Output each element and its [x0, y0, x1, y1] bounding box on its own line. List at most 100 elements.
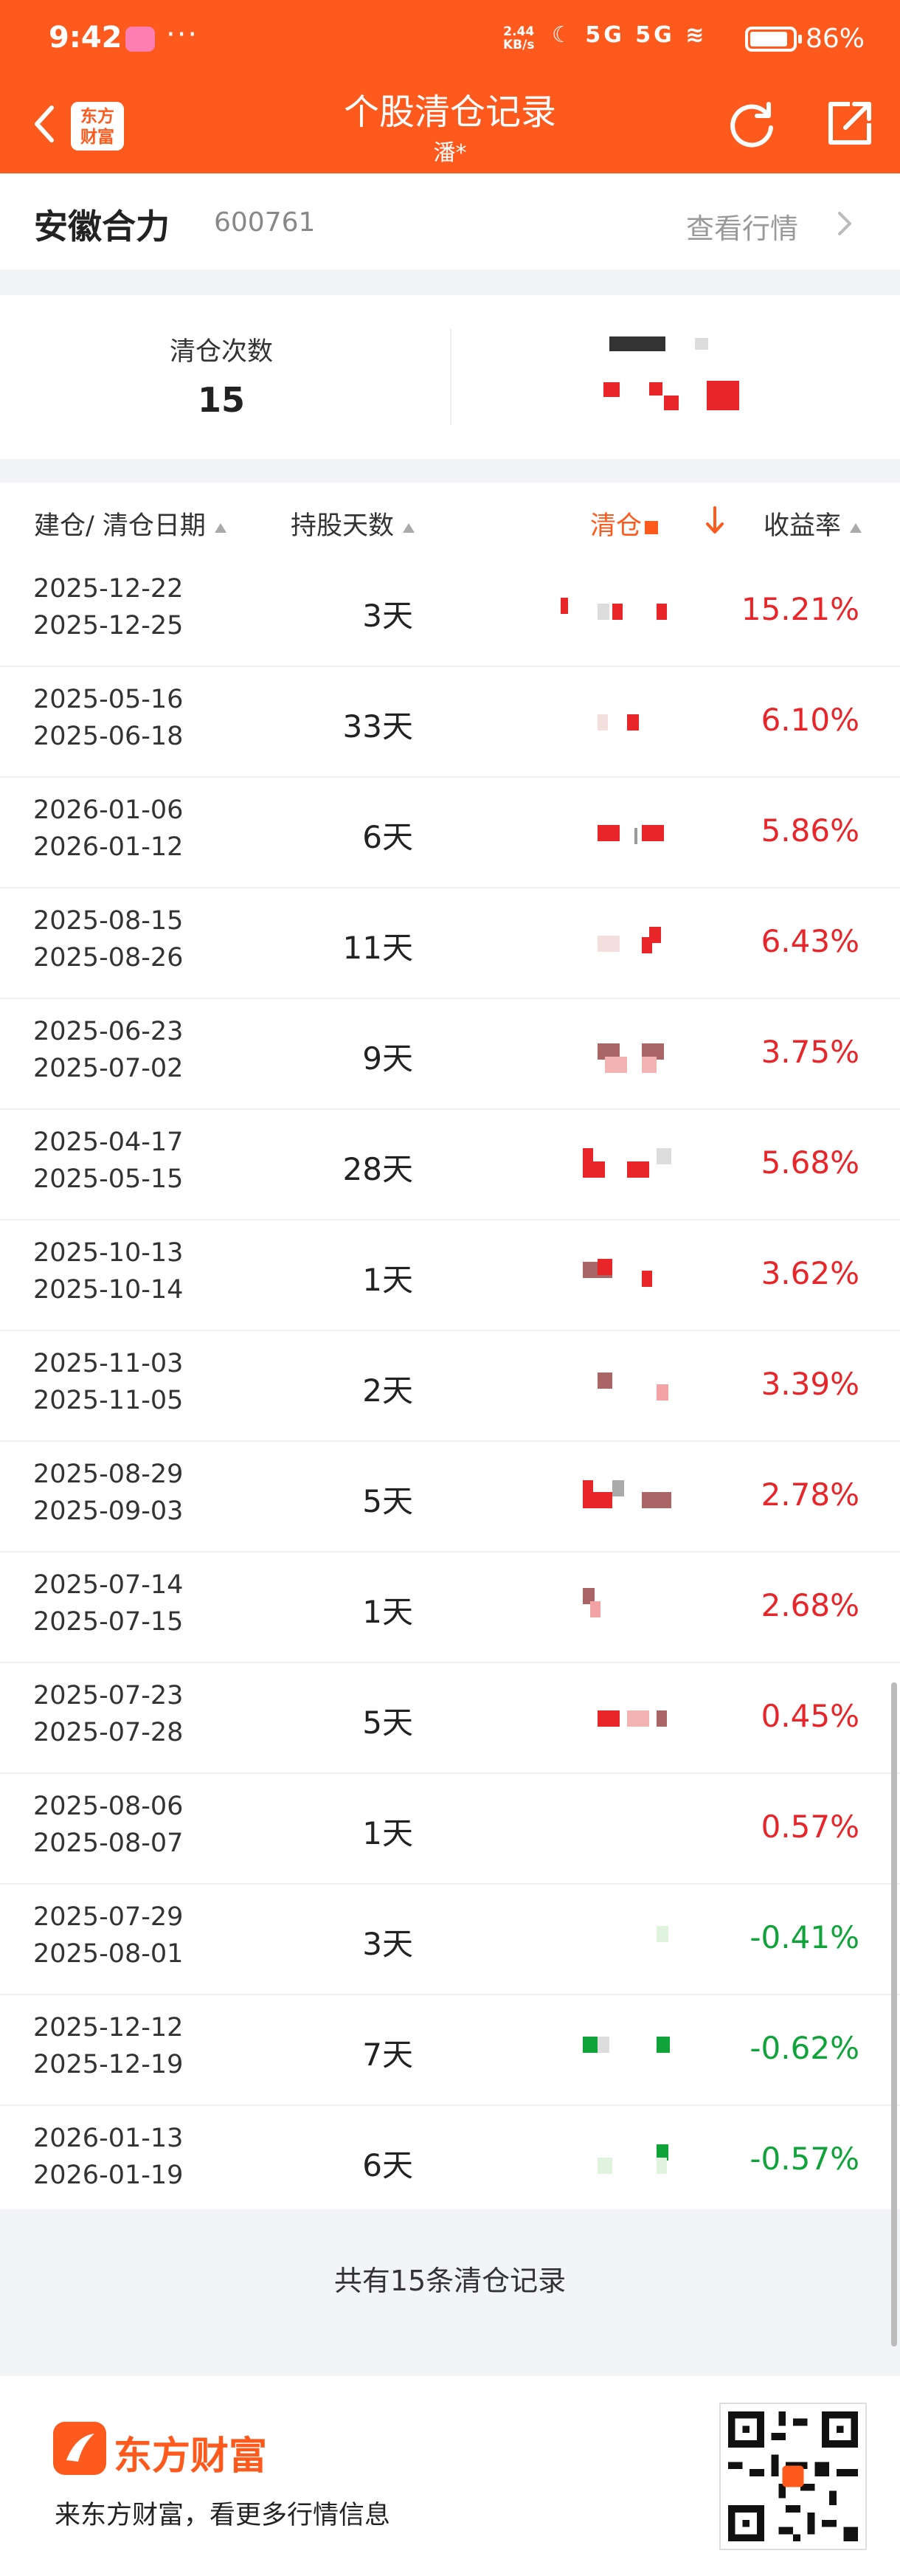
- status-bar: 9:42 ··· 2.44 KB/s ☾ 5G 5G ≋ 86%: [0, 0, 900, 81]
- brand-name: 东方财富: [114, 2434, 268, 2479]
- mask-block: [642, 1057, 657, 1073]
- battery-percent: 86%: [806, 24, 865, 54]
- holding-days: 1天: [362, 1594, 413, 1630]
- buy-date: 2025-07-29: [33, 1902, 184, 1932]
- return-rate: 6.43%: [761, 923, 859, 959]
- col-rate-label: 收益率: [764, 511, 842, 541]
- table-row[interactable]: 2025-12-12 2025-12-19 7天 -0.62%: [0, 1995, 900, 2106]
- table-row[interactable]: 2026-01-06 2026-01-12 6天 5.86%: [0, 778, 900, 888]
- buy-date: 2025-10-13: [33, 1238, 184, 1268]
- masked-amount: [575, 999, 738, 1110]
- masked-amount: [575, 778, 738, 888]
- return-rate: 2.78%: [761, 1477, 859, 1513]
- sell-date: 2025-07-28: [33, 1718, 184, 1747]
- mask-block: [605, 1057, 627, 1073]
- holding-days: 6天: [362, 2147, 413, 2183]
- buy-date: 2025-05-16: [33, 685, 184, 714]
- record-count-footer: 共有15条清仓记录: [0, 2211, 900, 2341]
- holding-days: 9天: [362, 1040, 413, 1077]
- table-row[interactable]: 2025-07-14 2025-07-15 1天 2.68%: [0, 1553, 900, 1663]
- return-rate: 3.39%: [761, 1366, 859, 1402]
- buy-date: 2025-08-06: [33, 1792, 184, 1821]
- mask-block: [642, 937, 652, 953]
- mask-block: [664, 396, 679, 410]
- mask-block: [657, 1384, 668, 1401]
- stock-info-row[interactable]: 安徽合力 600761 查看行情: [0, 173, 900, 269]
- share-icon[interactable]: [825, 98, 875, 148]
- masked-amount: [575, 667, 738, 778]
- holding-days: 3天: [362, 598, 413, 634]
- sell-date: 2025-11-05: [33, 1386, 184, 1415]
- mask-block: [583, 1148, 593, 1164]
- table-row[interactable]: 2025-10-13 2025-10-14 1天 3.62%: [0, 1220, 900, 1331]
- masked-amount: [575, 888, 738, 999]
- mask-block: [598, 2158, 612, 2174]
- brand-banner[interactable]: 东方财富 来东方财富，看更多行情信息: [0, 2376, 900, 2576]
- mask-block: [612, 1480, 624, 1496]
- back-icon[interactable]: [30, 102, 59, 146]
- chevron-right-icon: [838, 212, 851, 235]
- mask-block: [649, 927, 661, 943]
- table-row[interactable]: 2025-07-23 2025-07-28 5天 0.45%: [0, 1663, 900, 1774]
- mask-block: [627, 1161, 649, 1178]
- sort-amount-header[interactable]: 清仓: [590, 505, 659, 542]
- logo-line-1: 东方: [80, 107, 114, 126]
- table-row[interactable]: 2025-08-15 2025-08-26 11天 6.43%: [0, 888, 900, 999]
- return-rate: -0.57%: [750, 2141, 859, 2177]
- holding-days: 7天: [362, 2037, 413, 2073]
- brand-slogan: 来东方财富，看更多行情信息: [55, 2501, 391, 2530]
- mask-block: [598, 936, 620, 952]
- table-row[interactable]: 2025-11-03 2025-11-05 2天 3.39%: [0, 1331, 900, 1442]
- mask-block: [645, 521, 659, 534]
- eastmoney-logo-icon: [53, 2422, 106, 2475]
- mask-block: [603, 382, 620, 397]
- table-row[interactable]: 2025-08-29 2025-09-03 5天 2.78%: [0, 1442, 900, 1553]
- masked-amount: [561, 556, 738, 667]
- holding-days: 33天: [342, 708, 413, 745]
- holding-days: 2天: [362, 1372, 413, 1409]
- sort-down-arrow-icon[interactable]: [702, 505, 727, 536]
- mask-block: [657, 1926, 668, 1942]
- mask-block: [627, 1710, 649, 1727]
- mask-block: [642, 825, 664, 841]
- sort-icon: [403, 523, 415, 533]
- mask-block: [695, 338, 708, 350]
- return-rate: -0.62%: [750, 2030, 859, 2066]
- more-notifications-icon: ···: [166, 18, 199, 52]
- table-row[interactable]: 2025-06-23 2025-07-02 9天 3.75%: [0, 999, 900, 1110]
- mask-block: [598, 1043, 620, 1060]
- sort-icon: [850, 523, 862, 533]
- table-row[interactable]: 2025-12-22 2025-12-25 3天 15.21%: [0, 556, 900, 667]
- mask-block: [657, 2158, 667, 2174]
- table-body: 2025-12-22 2025-12-25 3天 15.21% 2025-05-…: [0, 556, 900, 2217]
- return-rate: 2.68%: [761, 1587, 859, 1623]
- qr-code[interactable]: [719, 2403, 867, 2550]
- mask-block: [583, 1588, 595, 1604]
- return-rate: 5.86%: [761, 812, 859, 849]
- masked-amount: [575, 1995, 738, 2106]
- view-quote-link[interactable]: 查看行情: [686, 213, 799, 245]
- mask-block: [598, 1259, 612, 1275]
- eastmoney-logo: 东方 财富: [71, 102, 124, 151]
- table-row[interactable]: 2026-01-13 2026-01-19 6天 -0.57%: [0, 2106, 900, 2217]
- buy-date: 2025-06-23: [33, 1017, 184, 1046]
- table-row[interactable]: 2025-05-16 2025-06-18 33天 6.10%: [0, 667, 900, 778]
- refresh-icon[interactable]: [726, 98, 778, 150]
- col-amount-label: 清仓: [590, 511, 643, 541]
- table-row[interactable]: 2025-07-29 2025-08-01 3天 -0.41%: [0, 1885, 900, 1995]
- buy-date: 2025-04-17: [33, 1128, 184, 1157]
- network-speed-value: 2.44: [503, 24, 535, 39]
- sort-rate-header[interactable]: 收益率: [764, 505, 862, 542]
- sort-days-header[interactable]: 持股天数: [291, 505, 415, 542]
- table-row[interactable]: 2025-04-17 2025-05-15 28天 5.68%: [0, 1110, 900, 1220]
- table-row[interactable]: 2025-08-06 2025-08-07 1天 0.57%: [0, 1774, 900, 1885]
- mask-block: [598, 825, 620, 841]
- holding-days: 5天: [362, 1705, 413, 1741]
- scrollbar[interactable]: [891, 1682, 897, 2347]
- mask-block: [642, 1043, 664, 1060]
- masked-amount: [575, 1442, 738, 1553]
- return-rate: 5.68%: [761, 1144, 859, 1181]
- sort-date-header[interactable]: 建仓/ 清仓日期: [34, 505, 226, 542]
- return-rate: 6.10%: [761, 702, 859, 738]
- mask-block: [642, 1492, 671, 1508]
